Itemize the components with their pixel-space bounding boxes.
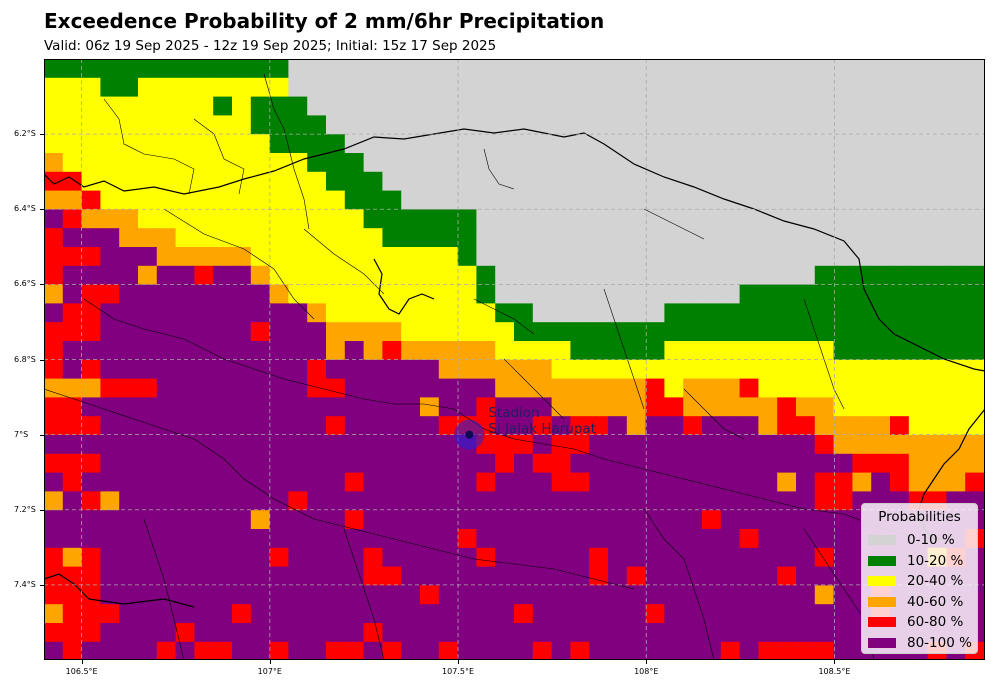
legend-swatch [868,617,896,627]
station-label: Stadion Si Jalak Harupat [488,405,596,437]
x-tick-mark [458,660,460,664]
y-tick-mark [40,584,44,586]
legend-item: 40-60 % [868,592,963,612]
y-tick-mark [40,359,44,361]
probability-cells [44,59,985,660]
y-tick-label: 6.8°S [14,354,36,364]
y-tick-label: 7°S [14,429,29,439]
y-tick-label: 7.4°S [14,579,36,589]
legend-label: 80-100 % [907,634,972,651]
legend-label: 60-80 % [907,614,964,630]
x-tick-mark [269,660,271,664]
legend-label: 10-20 % [907,552,964,569]
station-marker [465,430,474,439]
legend-item: 10-20 % [868,551,963,571]
map-subtitle: Valid: 06z 19 Sep 2025 - 12z 19 Sep 2025… [44,38,497,54]
x-tick-label: 107.5°E [442,667,475,676]
legend-swatch [868,535,896,545]
y-tick-mark [40,209,44,211]
x-tick-mark [834,660,836,664]
map-canvas [44,59,985,660]
gridlines [44,59,985,660]
station-label-line1: Stadion [488,404,540,421]
x-tick-mark [81,660,83,664]
legend-item: 80-100 % [868,633,972,653]
legend-item: 20-40 % [868,571,963,591]
legend-title: Probabilities [878,509,961,525]
legend-item: 60-80 % [868,612,963,632]
y-tick-label: 7.2°S [14,504,36,514]
y-tick-mark [40,434,44,436]
legend-label: 0-10 % [907,532,955,548]
y-tick-label: 6.6°S [14,279,36,289]
x-tick-label: 108.5°E [818,667,851,676]
station-label-line2: Si Jalak Harupat [488,420,596,437]
x-tick-mark [646,660,648,664]
x-tick-label: 108°E [634,667,659,676]
legend-item: 0-10 % [868,530,955,550]
south-coastline [44,573,195,608]
y-tick-mark [40,134,44,136]
legend-swatch [868,637,896,648]
y-tick-mark [40,284,44,286]
legend-swatch [868,555,896,566]
y-tick-mark [40,509,44,511]
y-tick-label: 6.2°S [14,129,36,139]
probability-map [44,59,985,660]
legend: Probabilities 0-10 % 10-20 % 20-40 % 40-60 … [861,503,978,654]
legend-label: 40-60 % [907,593,964,610]
x-tick-label: 107°E [257,667,282,676]
y-tick-label: 6.4°S [14,204,36,214]
legend-swatch [868,576,896,586]
station-marker-group [454,419,485,450]
legend-label: 20-40 % [907,573,964,589]
legend-swatch [868,596,896,607]
bay-coastline [373,258,435,315]
x-tick-label: 106.5°E [65,667,98,676]
map-title: Exceedence Probability of 2 mm/6hr Preci… [44,9,605,33]
